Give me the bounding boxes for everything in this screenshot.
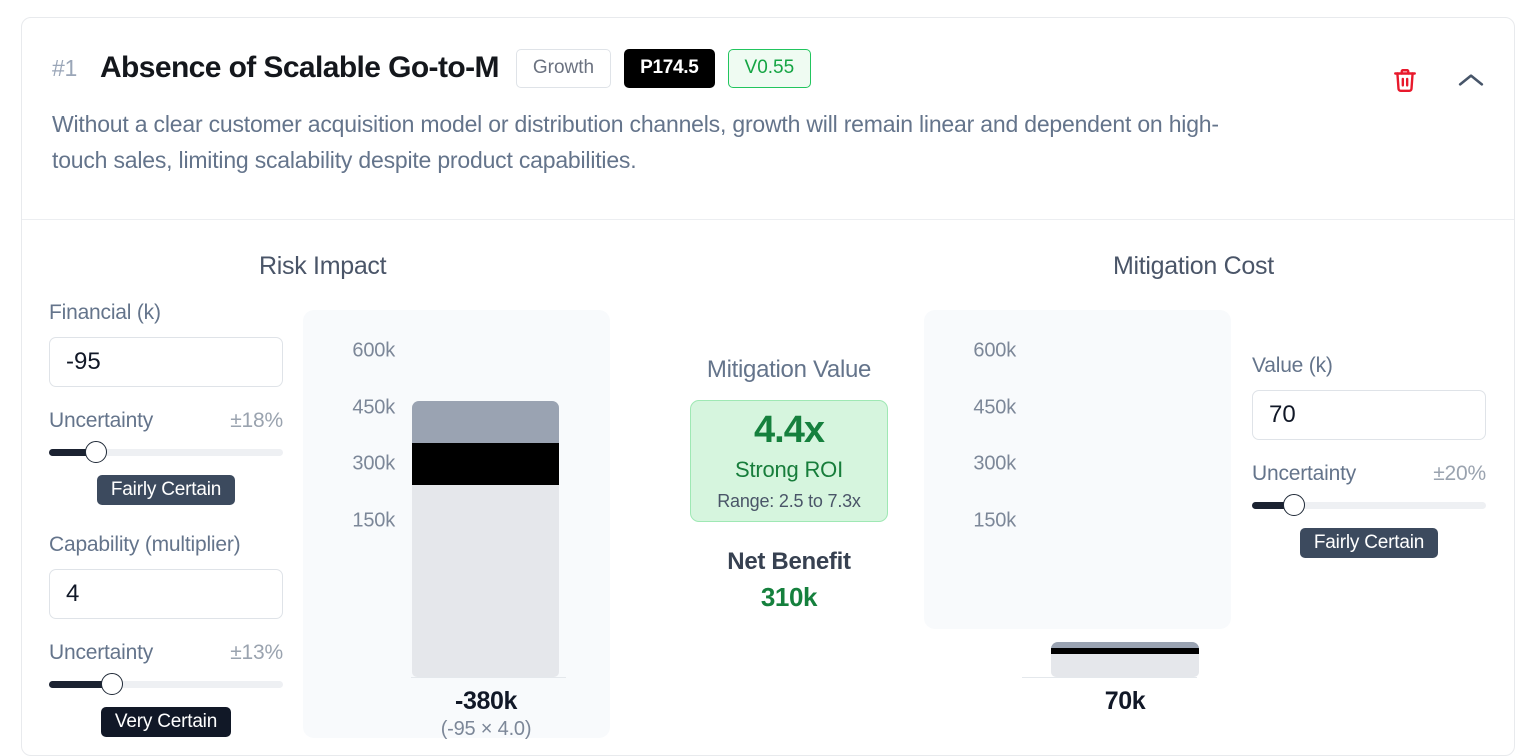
mitigation-value-label: Value (k) — [1252, 354, 1333, 377]
slider-fill — [49, 449, 96, 456]
slider-fill — [1252, 502, 1295, 509]
slider-track — [49, 681, 283, 688]
slider-track — [1252, 502, 1486, 509]
mitigation-uncertainty-row: Uncertainty ±20% — [1252, 462, 1486, 486]
mitigation-value-input[interactable] — [1252, 390, 1486, 440]
roi-range: Range: 2.5 to 7.3x — [717, 490, 861, 511]
risk-bar-uncertainty-band — [412, 401, 559, 443]
mitigation-cost-section-title: Mitigation Cost — [1113, 252, 1274, 280]
mitigation-certainty-wrap: Fairly Certain — [1252, 516, 1486, 558]
card-body: Risk Impact Mitigation Cost Financial (k… — [22, 208, 1514, 755]
delete-risk-button[interactable] — [1392, 66, 1418, 94]
financial-uncertainty-row: Uncertainty ±18% — [49, 409, 283, 433]
mitigation-uncertainty-label: Uncertainty — [1252, 462, 1357, 485]
axis-tick-label: 300k — [352, 452, 395, 475]
capability-uncertainty-row: Uncertainty ±13% — [49, 641, 283, 665]
financial-uncertainty-slider[interactable] — [49, 441, 283, 463]
category-badge[interactable]: Growth — [515, 48, 612, 88]
financial-input[interactable] — [49, 337, 283, 387]
page-title: Absence of Scalable Go-to-M — [99, 51, 499, 84]
financial-label: Financial (k) — [49, 301, 161, 324]
mitigation-chart-bar — [1051, 642, 1199, 677]
capability-certainty-wrap: Very Certain — [49, 695, 283, 737]
value-badge[interactable]: V0.55 — [727, 48, 812, 88]
mitigation-uncertainty-slider[interactable] — [1252, 494, 1486, 516]
risk-bar-value: -380k — [455, 687, 517, 715]
axis-tick-label: 150k — [973, 509, 1016, 532]
slider-thumb[interactable] — [84, 441, 107, 463]
axis-tick-label: 450k — [352, 396, 395, 419]
financial-certainty-badge: Fairly Certain — [96, 475, 236, 505]
axis-tick-label: 450k — [973, 396, 1016, 419]
net-benefit-label: Net Benefit — [727, 548, 851, 575]
risk-impact-section-title: Risk Impact — [259, 252, 387, 280]
axis-tick-label: 300k — [973, 452, 1016, 475]
financial-uncertainty-label: Uncertainty — [49, 409, 154, 432]
capability-uncertainty-label: Uncertainty — [49, 641, 154, 664]
roi-multiple: 4.4x — [754, 408, 825, 451]
slider-track — [49, 449, 283, 456]
mitigation-cost-controls: Value (k) Uncertainty ±20% Fairly Certai… — [1252, 354, 1486, 558]
slider-thumb[interactable] — [101, 673, 124, 695]
mitigation-value-title: Mitigation Value — [706, 356, 872, 383]
mitigation-chart-baseline — [1022, 677, 1197, 678]
header-row: #1 Absence of Scalable Go-to-M Growth P1… — [52, 46, 1484, 90]
trash-icon — [1392, 66, 1418, 94]
mitigation-bar-value: 70k — [1104, 687, 1146, 715]
capability-uncertainty-value: ±13% — [230, 641, 283, 664]
rank-number: #1 — [52, 54, 77, 81]
risk-card: #1 Absence of Scalable Go-to-M Growth P1… — [21, 17, 1515, 756]
slider-thumb[interactable] — [1283, 494, 1306, 516]
card-header: #1 Absence of Scalable Go-to-M Growth P1… — [22, 18, 1514, 208]
roi-box: 4.4x Strong ROI Range: 2.5 to 7.3x — [690, 400, 888, 522]
mitigation-value-panel: Mitigation Value 4.4x Strong ROI Range: … — [662, 356, 916, 613]
collapse-button[interactable] — [1458, 72, 1484, 88]
capability-certainty-badge: Very Certain — [100, 707, 232, 737]
financial-certainty-wrap: Fairly Certain — [49, 463, 283, 505]
slider-fill — [49, 681, 113, 688]
capability-uncertainty-slider[interactable] — [49, 673, 283, 695]
chevron-up-icon — [1458, 72, 1484, 88]
risk-impact-controls: Financial (k) Uncertainty ±18% Fairly Ce… — [49, 301, 283, 737]
header-divider — [22, 219, 1514, 220]
financial-uncertainty-value: ±18% — [230, 409, 283, 432]
risk-description: Without a clear customer acquisition mod… — [52, 111, 1219, 173]
axis-tick-label: 600k — [973, 339, 1016, 362]
mitigation-cost-chart: 600k 450k 300k 150k 70k — [924, 310, 1231, 715]
mitigation-uncertainty-value: ±20% — [1433, 462, 1486, 485]
risk-bar-expected-band — [412, 442, 559, 485]
capability-label: Capability (multiplier) — [49, 533, 241, 556]
header-actions — [1392, 66, 1484, 94]
risk-chart-bar — [412, 401, 559, 677]
roi-rating: Strong ROI — [734, 456, 844, 482]
risk-bar-formula: (-95 × 4.0) — [440, 718, 532, 740]
mitigation-bar-uncertainty-band — [1051, 642, 1199, 648]
axis-tick-label: 150k — [352, 509, 395, 532]
priority-badge[interactable]: P174.5 — [624, 48, 715, 88]
net-benefit-value: 310k — [760, 582, 818, 612]
capability-input[interactable] — [49, 569, 283, 619]
axis-tick-label: 600k — [352, 339, 395, 362]
risk-chart-baseline — [411, 677, 566, 678]
mitigation-bar-expected-band — [1051, 647, 1199, 654]
mitigation-certainty-badge: Fairly Certain — [1299, 528, 1439, 558]
